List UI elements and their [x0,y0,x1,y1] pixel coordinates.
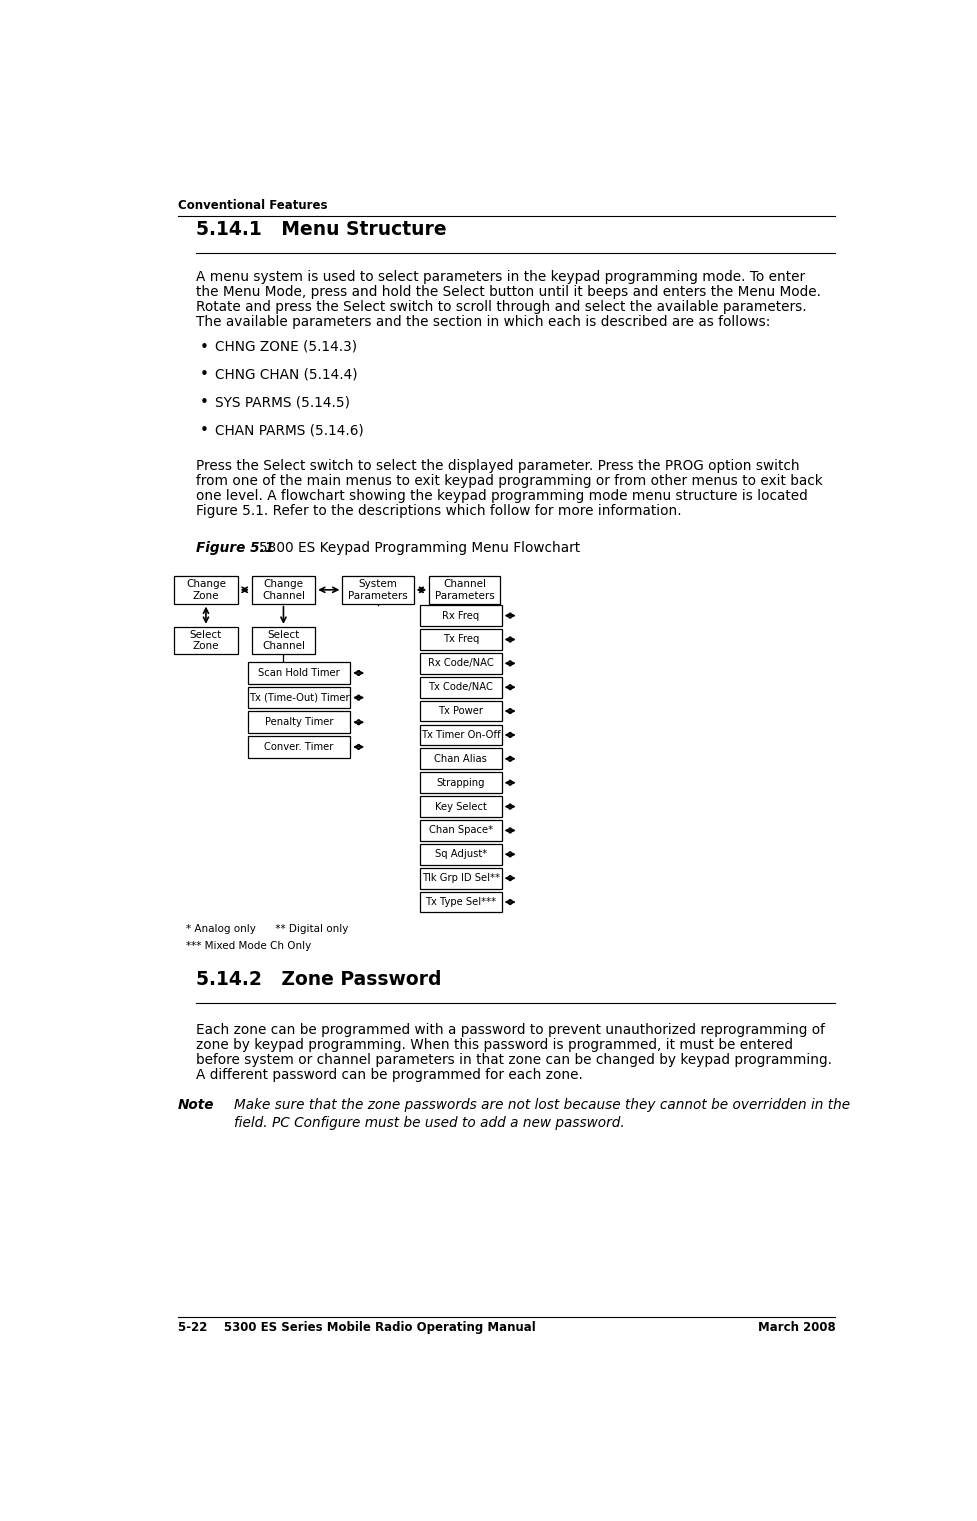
FancyBboxPatch shape [420,677,501,698]
FancyBboxPatch shape [420,630,501,649]
Text: Tx Timer On-Off: Tx Timer On-Off [421,730,500,739]
Text: Rx Code/NAC: Rx Code/NAC [428,659,493,668]
FancyBboxPatch shape [420,795,501,817]
Text: Make sure that the zone passwords are not lost because they cannot be overridden: Make sure that the zone passwords are no… [234,1098,849,1112]
FancyBboxPatch shape [420,748,501,770]
FancyBboxPatch shape [420,844,501,865]
Text: A different password can be programmed for each zone.: A different password can be programmed f… [195,1068,582,1081]
Text: CHNG ZONE (5.14.3): CHNG ZONE (5.14.3) [215,339,357,353]
FancyBboxPatch shape [420,891,501,913]
Text: the Menu Mode, press and hold the Select button until it beeps and enters the Me: the Menu Mode, press and hold the Select… [195,286,820,300]
FancyBboxPatch shape [420,773,501,792]
FancyBboxPatch shape [420,820,501,841]
Text: Select
Zone: Select Zone [190,630,222,651]
Text: •: • [199,339,208,354]
Text: field. PC Configure must be used to add a new password.: field. PC Configure must be used to add … [234,1116,624,1130]
Text: Change
Zone: Change Zone [186,580,226,601]
Text: Key Select: Key Select [435,802,487,812]
Text: * Analog only      ** Digital only: * Analog only ** Digital only [186,923,348,934]
Text: Scan Hold Timer: Scan Hold Timer [258,668,339,678]
Text: Chan Space*: Chan Space* [429,826,492,835]
FancyBboxPatch shape [420,701,501,721]
Text: Note: Note [178,1098,214,1112]
Text: Rotate and press the Select switch to scroll through and select the available pa: Rotate and press the Select switch to sc… [195,300,806,315]
Text: Chan Alias: Chan Alias [434,754,487,764]
FancyBboxPatch shape [420,868,501,888]
FancyBboxPatch shape [174,576,237,604]
Text: Figure 5.1: Figure 5.1 [195,540,274,555]
Text: zone by keypad programming. When this password is programmed, it must be entered: zone by keypad programming. When this pa… [195,1037,792,1051]
Text: SYS PARMS (5.14.5): SYS PARMS (5.14.5) [215,395,350,409]
Text: CHAN PARMS (5.14.6): CHAN PARMS (5.14.6) [215,423,363,438]
Text: •: • [199,395,208,411]
Text: Figure 5.1. Refer to the descriptions which follow for more information.: Figure 5.1. Refer to the descriptions wh… [195,503,681,519]
Text: The available parameters and the section in which each is described are as follo: The available parameters and the section… [195,315,770,329]
Text: CHNG CHAN (5.14.4): CHNG CHAN (5.14.4) [215,368,358,382]
Text: Strapping: Strapping [436,777,485,788]
Text: Tx (Time-Out) Timer: Tx (Time-Out) Timer [248,692,349,703]
Text: Rx Freq: Rx Freq [442,610,479,621]
Text: •: • [199,423,208,438]
Text: March 2008: March 2008 [757,1322,834,1334]
FancyBboxPatch shape [420,653,501,674]
Text: Sq Adjust*: Sq Adjust* [435,849,487,859]
FancyBboxPatch shape [420,724,501,745]
FancyBboxPatch shape [251,627,315,654]
Text: 5.14.2   Zone Password: 5.14.2 Zone Password [195,970,441,989]
Text: from one of the main menus to exit keypad programming or from other menus to exi: from one of the main menus to exit keypa… [195,475,822,488]
Text: Each zone can be programmed with a password to prevent unauthorized reprogrammin: Each zone can be programmed with a passw… [195,1022,824,1036]
Text: 5300 ES Keypad Programming Menu Flowchart: 5300 ES Keypad Programming Menu Flowchar… [259,540,580,555]
Text: A menu system is used to select parameters in the keypad programming mode. To en: A menu system is used to select paramete… [195,271,804,284]
Text: 5-22    5300 ES Series Mobile Radio Operating Manual: 5-22 5300 ES Series Mobile Radio Operati… [178,1322,535,1334]
Text: Tx Power: Tx Power [438,706,483,716]
Text: Tx Freq: Tx Freq [443,634,479,645]
Text: before system or channel parameters in that zone can be changed by keypad progra: before system or channel parameters in t… [195,1053,831,1066]
Text: Select
Channel: Select Channel [262,630,305,651]
Text: *** Mixed Mode Ch Only: *** Mixed Mode Ch Only [186,941,311,951]
FancyBboxPatch shape [247,687,350,709]
Text: Tx Code/NAC: Tx Code/NAC [428,683,492,692]
Text: Conventional Features: Conventional Features [178,199,327,211]
FancyBboxPatch shape [247,736,350,757]
Text: Penalty Timer: Penalty Timer [265,718,333,727]
FancyBboxPatch shape [342,576,413,604]
Text: Channel
Parameters: Channel Parameters [435,580,494,601]
FancyBboxPatch shape [420,605,501,627]
Text: Tx Type Sel***: Tx Type Sel*** [425,897,496,907]
Text: System
Parameters: System Parameters [348,580,407,601]
FancyBboxPatch shape [251,576,315,604]
Text: one level. A flowchart showing the keypad programming mode menu structure is loc: one level. A flowchart showing the keypa… [195,488,807,503]
Text: 5.14.1   Menu Structure: 5.14.1 Menu Structure [195,221,446,239]
Text: Tlk Grp ID Sel**: Tlk Grp ID Sel** [421,873,499,884]
Text: Press the Select switch to select the displayed parameter. Press the PROG option: Press the Select switch to select the di… [195,459,798,473]
Text: Conver. Timer: Conver. Timer [264,742,333,751]
FancyBboxPatch shape [174,627,237,654]
Text: Change
Channel: Change Channel [262,580,305,601]
FancyBboxPatch shape [247,662,350,684]
Text: •: • [199,368,208,382]
FancyBboxPatch shape [429,576,500,604]
FancyBboxPatch shape [247,712,350,733]
